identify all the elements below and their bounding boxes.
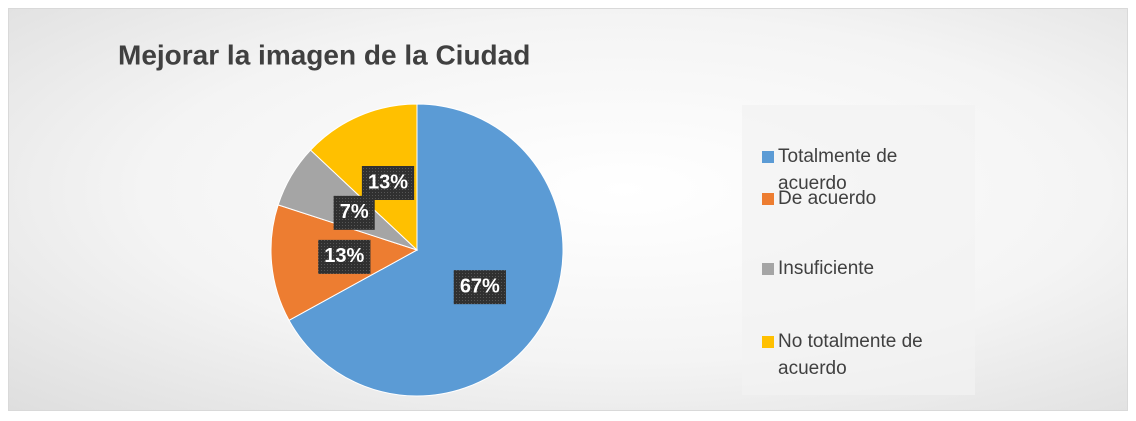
legend-swatch	[762, 263, 774, 275]
legend-item: Insuficiente	[762, 255, 962, 282]
data-label-box	[333, 195, 375, 230]
data-label: 13%	[361, 166, 415, 201]
data-label: 13%	[318, 239, 371, 274]
data-label-box	[361, 166, 415, 201]
data-label-text: 13%	[324, 245, 364, 267]
legend-label: Insuficiente	[778, 258, 875, 279]
data-label: 7%	[333, 195, 375, 230]
legend-swatch	[762, 151, 774, 163]
data-label-box	[318, 239, 371, 274]
data-label-text: 7%	[340, 201, 369, 223]
legend: Totalmente de acuerdo De acuerdo Insuficie…	[742, 105, 975, 395]
legend-swatch	[762, 193, 774, 205]
legend-swatch	[762, 336, 774, 348]
data-label-text: 67%	[460, 275, 500, 297]
data-label-text: 13%	[368, 171, 408, 193]
data-label-box	[453, 270, 506, 305]
legend-item: De acuerdo	[762, 185, 962, 212]
legend-item: No totalmente de acuerdo	[762, 328, 962, 382]
legend-label: No totalmente de acuerdo	[778, 331, 923, 379]
legend-label: De acuerdo	[778, 188, 877, 209]
chart-title: Mejorar la imagen de la Ciudad	[118, 39, 530, 70]
legend-label: Totalmente de acuerdo	[778, 146, 898, 194]
data-label: 67%	[453, 270, 506, 305]
legend-item: Totalmente de acuerdo	[762, 143, 962, 197]
pie-slice	[288, 103, 564, 397]
